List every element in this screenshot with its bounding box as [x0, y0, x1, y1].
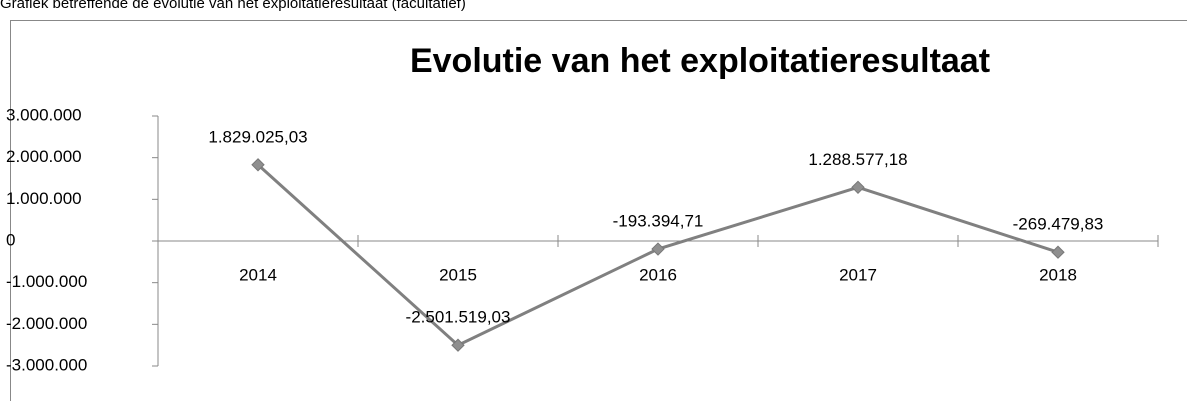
- caption: Grafiek betreffende de evolutie van het …: [0, 0, 466, 12]
- x-tick-label: 2018: [1039, 265, 1077, 284]
- x-tick-label: 2014: [239, 265, 277, 284]
- y-tick-label: -3.000.000: [6, 355, 87, 374]
- y-tick-label: 0: [6, 230, 15, 249]
- data-label: -2.501.519,03: [406, 308, 511, 327]
- x-tick-label: 2017: [839, 265, 877, 284]
- x-tick-label: 2015: [439, 265, 477, 284]
- x-tick-label: 2016: [639, 265, 677, 284]
- y-tick-label: 2.000.000: [6, 147, 82, 166]
- y-tick-label: -2.000.000: [6, 314, 87, 333]
- y-tick-label: 1.000.000: [6, 189, 82, 208]
- y-tick-label: 3.000.000: [6, 105, 82, 124]
- chart-title: Evolutie van het exploitatieresultaat: [410, 42, 990, 80]
- data-label: -269.479,83: [1013, 215, 1104, 234]
- y-tick-label: -1.000.000: [6, 272, 87, 291]
- data-label: -193.394,71: [613, 212, 704, 231]
- data-label: 1.288.577,18: [808, 150, 907, 169]
- data-label: 1.829.025,03: [208, 127, 307, 146]
